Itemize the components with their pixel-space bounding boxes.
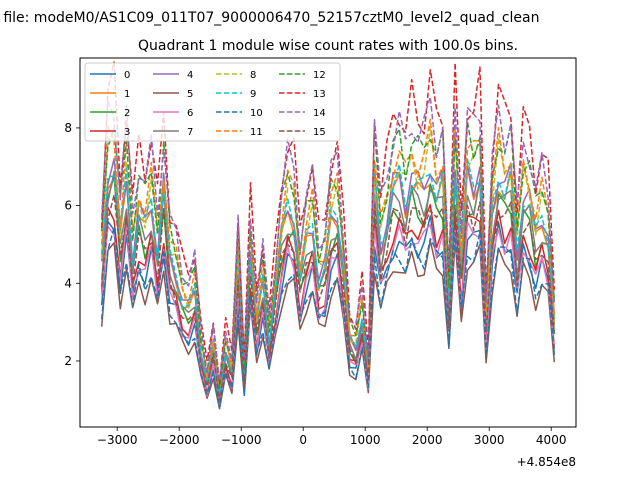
x-tick-label: 1000 [350,433,381,447]
series-line-7 [100,170,556,401]
legend-label: 13 [313,89,326,100]
plot-frame [79,57,577,428]
legend-label: 2 [124,108,130,119]
series-line-10 [100,226,556,409]
x-tick-label: 2000 [412,433,443,447]
y-tick-label: 6 [64,199,72,213]
legend-label: 15 [313,127,326,138]
series-line-9 [100,158,556,394]
series-line-5 [100,238,556,410]
x-tick-label: 0 [299,433,307,447]
legend-label: 9 [250,89,256,100]
y-tick-label: 4 [64,276,72,290]
legend-label: 4 [187,70,193,81]
series-line-8 [100,126,556,391]
series-lines [100,61,556,410]
series-line-13 [100,61,556,384]
x-tick-label: −2000 [159,433,200,447]
legend-label: 6 [187,108,193,119]
legend-label: 5 [187,89,193,100]
legend-label: 3 [124,127,130,138]
legend-label: 11 [250,127,263,138]
series-line-11 [100,118,556,388]
y-tick-label: 8 [64,121,72,135]
x-tick-label: 4000 [536,433,567,447]
series-line-15 [100,194,556,403]
legend-box [84,62,341,142]
legend-label: 1 [124,89,130,100]
legend-label: 7 [187,127,193,138]
x-offset-label: +4.854e8 [517,455,576,469]
legend-label: 12 [313,70,326,81]
series-line-14 [100,96,556,382]
x-tick-label: 3000 [474,433,505,447]
legend-label: 8 [250,70,256,81]
y-axis: 2 4 6 8 [64,121,80,368]
x-tick-label: −3000 [97,433,138,447]
figure-suptitle: n file: modeM0/AS1C09_011T07_9000006470_… [0,10,539,26]
x-axis: −3000 −2000 −1000 0 1000 2000 3000 4000 [97,427,567,447]
y-tick-label: 2 [64,354,72,368]
legend-label: 14 [313,108,326,119]
legend-label: 0 [124,70,130,81]
x-tick-label: −1000 [221,433,262,447]
chart-title: Quadrant 1 module wise count rates with … [138,38,518,54]
legend-label: 10 [250,108,263,119]
